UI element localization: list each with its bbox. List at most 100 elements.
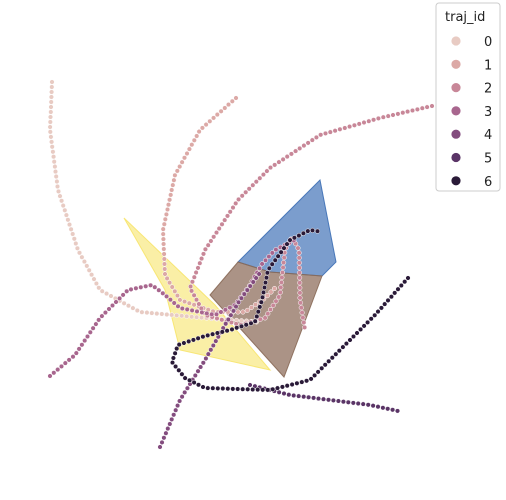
trajectory-point bbox=[388, 294, 394, 300]
trajectory-point bbox=[177, 297, 183, 303]
trajectory-point bbox=[262, 257, 269, 263]
trajectory-point bbox=[269, 261, 275, 267]
trajectory-point bbox=[281, 245, 287, 251]
trajectory-point bbox=[281, 255, 287, 261]
trajectory-point bbox=[395, 111, 401, 117]
trajectory-point bbox=[47, 124, 53, 130]
trajectory-point bbox=[263, 275, 270, 281]
trajectory-point bbox=[162, 271, 168, 277]
trajectory-1 bbox=[160, 95, 278, 315]
trajectory-point bbox=[96, 317, 102, 323]
trajectory-point bbox=[264, 168, 270, 174]
trajectory-point bbox=[157, 444, 163, 450]
trajectory-point bbox=[167, 297, 173, 303]
trajectory-point bbox=[248, 320, 254, 326]
trajectory-point bbox=[268, 289, 274, 295]
trajectory-point bbox=[247, 283, 253, 289]
trajectory-point bbox=[161, 246, 167, 252]
trajectory-point bbox=[314, 228, 321, 234]
trajectory-point bbox=[227, 209, 233, 215]
trajectory-point bbox=[169, 360, 176, 366]
trajectory-point bbox=[60, 203, 66, 209]
trajectory-point bbox=[159, 311, 165, 317]
trajectory-point bbox=[200, 334, 206, 340]
trajectory-point bbox=[175, 403, 181, 409]
trajectory-point bbox=[245, 386, 251, 392]
trajectory-point bbox=[99, 288, 105, 294]
trajectory-point bbox=[76, 250, 83, 256]
trajectory-point bbox=[340, 399, 346, 405]
trajectory-point bbox=[160, 290, 166, 296]
trajectory-point bbox=[238, 323, 245, 329]
trajectory-point bbox=[370, 403, 376, 409]
trajectory-point bbox=[195, 368, 201, 374]
trajectory-point bbox=[371, 117, 377, 123]
trajectory-point bbox=[171, 177, 177, 183]
trajectory-point bbox=[264, 293, 270, 299]
trajectory-point bbox=[275, 253, 281, 259]
trajectory-point bbox=[161, 241, 167, 247]
trajectory-point bbox=[222, 217, 228, 223]
trajectory-point bbox=[62, 207, 68, 213]
trajectory-point bbox=[134, 307, 140, 314]
trajectory-point bbox=[160, 236, 166, 242]
trajectory-point bbox=[315, 396, 322, 402]
trajectory-point bbox=[382, 301, 388, 307]
trajectory-point bbox=[254, 313, 260, 320]
trajectory-point bbox=[190, 337, 196, 343]
trajectory-point bbox=[361, 323, 367, 329]
trajectory-point bbox=[48, 94, 54, 100]
trajectory-point bbox=[210, 342, 216, 349]
trajectory-point bbox=[278, 249, 284, 255]
trajectory-point bbox=[52, 164, 58, 170]
trajectory-point bbox=[179, 313, 185, 319]
trajectory-point bbox=[225, 386, 231, 392]
trajectory-point bbox=[329, 355, 335, 361]
trajectory-point bbox=[59, 198, 65, 204]
trajectory-point bbox=[176, 342, 182, 348]
trajectory-point bbox=[194, 308, 200, 314]
trajectory-point bbox=[358, 326, 364, 332]
trajectory-point bbox=[199, 256, 205, 262]
trajectory-point bbox=[163, 430, 169, 436]
trajectory-point bbox=[287, 237, 293, 243]
trajectory-point bbox=[336, 348, 342, 354]
legend-marker-6 bbox=[450, 175, 462, 187]
legend-marker-5 bbox=[450, 152, 462, 163]
trajectory-point bbox=[236, 196, 242, 202]
trajectory-point bbox=[90, 325, 96, 331]
trajectory-point bbox=[293, 148, 299, 154]
trajectory-point bbox=[194, 133, 200, 139]
trajectory-point bbox=[347, 337, 353, 343]
trajectory-point bbox=[345, 399, 351, 405]
trajectory-point bbox=[332, 128, 338, 134]
trajectory-point bbox=[347, 124, 353, 130]
trajectory-point bbox=[179, 394, 185, 400]
trajectory-point bbox=[270, 302, 276, 308]
trajectory-point bbox=[375, 309, 381, 315]
trajectory-point bbox=[109, 302, 116, 309]
trajectory-point bbox=[219, 221, 225, 227]
trajectory-point bbox=[189, 307, 195, 313]
trajectory-point bbox=[271, 285, 278, 292]
trajectory-point bbox=[259, 261, 265, 267]
trajectory-point bbox=[162, 266, 168, 272]
trajectory-point bbox=[82, 338, 88, 344]
trajectory-point bbox=[125, 303, 132, 309]
trajectory-point bbox=[390, 407, 396, 413]
trajectory-point bbox=[343, 341, 349, 347]
trajectory-point bbox=[398, 282, 404, 289]
trajectory-point bbox=[199, 315, 205, 321]
trajectory-point bbox=[213, 230, 220, 236]
trajectory-point bbox=[175, 303, 181, 309]
trajectory-point bbox=[208, 238, 214, 244]
trajectory-point bbox=[260, 387, 266, 393]
trajectory-point bbox=[409, 107, 416, 114]
trajectory-point bbox=[162, 216, 168, 222]
trajectory-point bbox=[208, 347, 214, 353]
trajectory-point bbox=[169, 284, 175, 290]
trajectory-point bbox=[170, 355, 176, 361]
trajectory-point bbox=[128, 286, 134, 292]
trajectory-point bbox=[299, 310, 305, 316]
